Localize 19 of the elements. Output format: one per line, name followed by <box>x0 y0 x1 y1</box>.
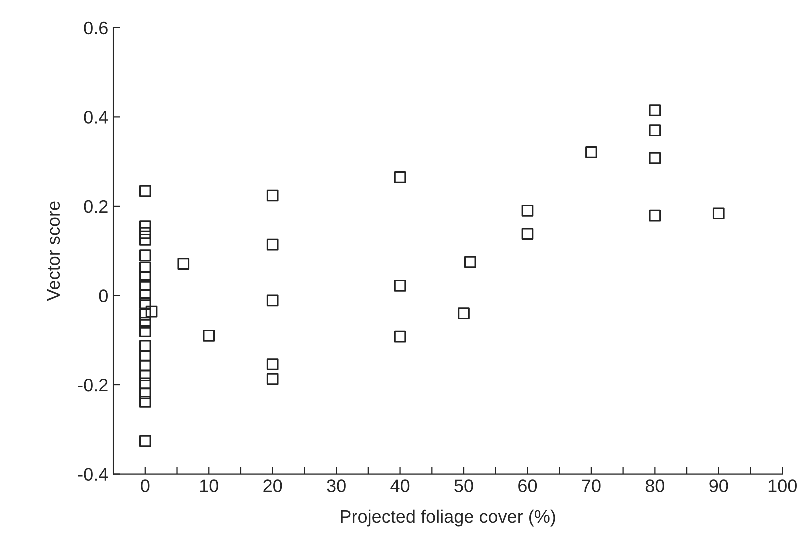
y-tick-label: -0.4 <box>78 468 108 482</box>
x-tick-label: 50 <box>454 480 474 492</box>
x-tick-label: 20 <box>264 480 282 492</box>
x-tick-label: 90 <box>710 480 728 492</box>
y-axis-title: Vector score <box>48 202 60 302</box>
y-tick-label: 0 <box>99 290 108 302</box>
y-tick-label: 0.6 <box>84 22 108 35</box>
x-tick-label: 60 <box>518 480 538 492</box>
x-tick-label: 0 <box>141 480 150 492</box>
x-tick-label: 10 <box>200 480 218 492</box>
y-tick-label: 0.2 <box>84 200 108 214</box>
x-tick-label: 100 <box>768 480 797 492</box>
x-axis-title: Projected foliage cover (%) <box>341 510 556 527</box>
x-tick-label: 30 <box>327 480 346 492</box>
y-tick-label: 0.4 <box>84 111 108 124</box>
x-tick-label: 40 <box>390 480 410 492</box>
x-tick-label: 80 <box>646 480 665 492</box>
x-tick-label: 70 <box>582 480 601 492</box>
y-tick-label: -0.2 <box>78 378 108 392</box>
